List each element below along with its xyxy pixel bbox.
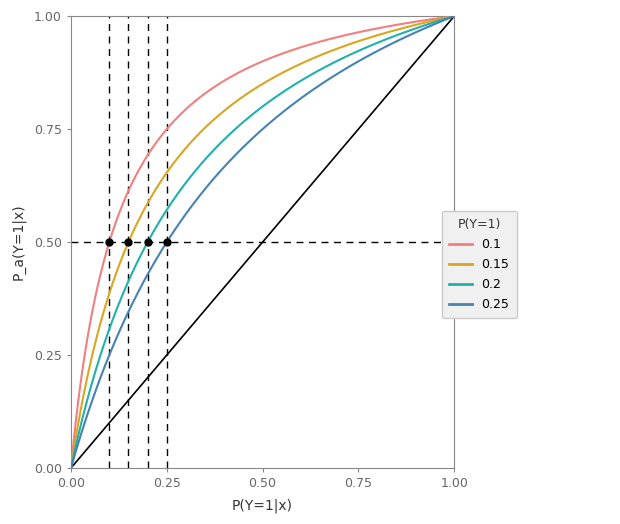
Y-axis label: P_a(Y=1|x): P_a(Y=1|x)	[11, 204, 25, 280]
X-axis label: P(Y=1|x): P(Y=1|x)	[232, 498, 293, 513]
Legend: 0.1, 0.15, 0.2, 0.25: 0.1, 0.15, 0.2, 0.25	[441, 211, 517, 319]
